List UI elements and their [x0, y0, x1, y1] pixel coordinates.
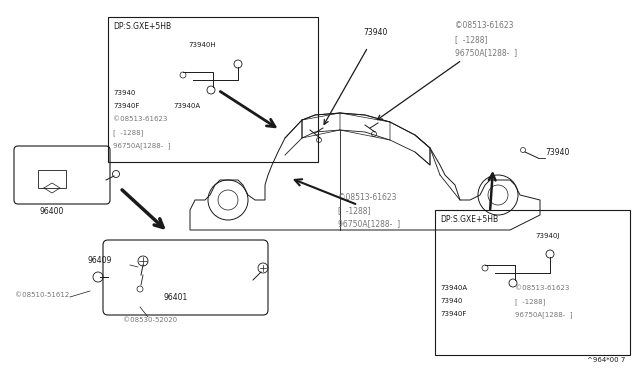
Bar — [38, 170, 66, 188]
Text: ©08513-61623: ©08513-61623 — [113, 116, 168, 122]
Text: 73940: 73940 — [440, 298, 462, 304]
Text: 73940H: 73940H — [188, 42, 216, 48]
Text: 73940: 73940 — [363, 28, 387, 37]
Text: 96400: 96400 — [40, 207, 65, 216]
Text: 73940F: 73940F — [113, 103, 140, 109]
Text: [  -1288]: [ -1288] — [338, 206, 371, 215]
Text: 96750A[1288-  ]: 96750A[1288- ] — [338, 219, 400, 228]
Text: 73940: 73940 — [113, 90, 136, 96]
Text: ©08530-52020: ©08530-52020 — [123, 317, 177, 323]
Text: 96401: 96401 — [163, 293, 188, 302]
Text: ©08513-61623: ©08513-61623 — [338, 193, 397, 202]
Text: 96409: 96409 — [88, 256, 113, 265]
Text: 73940F: 73940F — [440, 311, 467, 317]
Text: [  -1288]: [ -1288] — [455, 35, 488, 44]
Text: ©08513-61623: ©08513-61623 — [455, 21, 513, 30]
Text: ©08510-51612: ©08510-51612 — [15, 292, 69, 298]
Text: DP:S.GXE+5HB: DP:S.GXE+5HB — [113, 22, 171, 31]
Text: [  -1288]: [ -1288] — [515, 298, 545, 305]
Text: 96750A[1288-  ]: 96750A[1288- ] — [455, 48, 517, 57]
Text: ©08513-61623: ©08513-61623 — [515, 285, 570, 291]
Bar — [435, 210, 630, 355]
Text: 73940J: 73940J — [535, 233, 559, 239]
Text: 73940A: 73940A — [440, 285, 467, 291]
Text: 73940A: 73940A — [173, 103, 200, 109]
Text: ^964*00 7: ^964*00 7 — [587, 357, 625, 363]
Text: 96750A[1288-  ]: 96750A[1288- ] — [515, 311, 573, 318]
Text: 96750A[1288-  ]: 96750A[1288- ] — [113, 142, 170, 149]
Text: [  -1288]: [ -1288] — [113, 129, 143, 136]
Text: DP:S.GXE+5HB: DP:S.GXE+5HB — [440, 215, 498, 224]
Bar — [108, 17, 318, 162]
Text: 73940: 73940 — [545, 148, 570, 157]
